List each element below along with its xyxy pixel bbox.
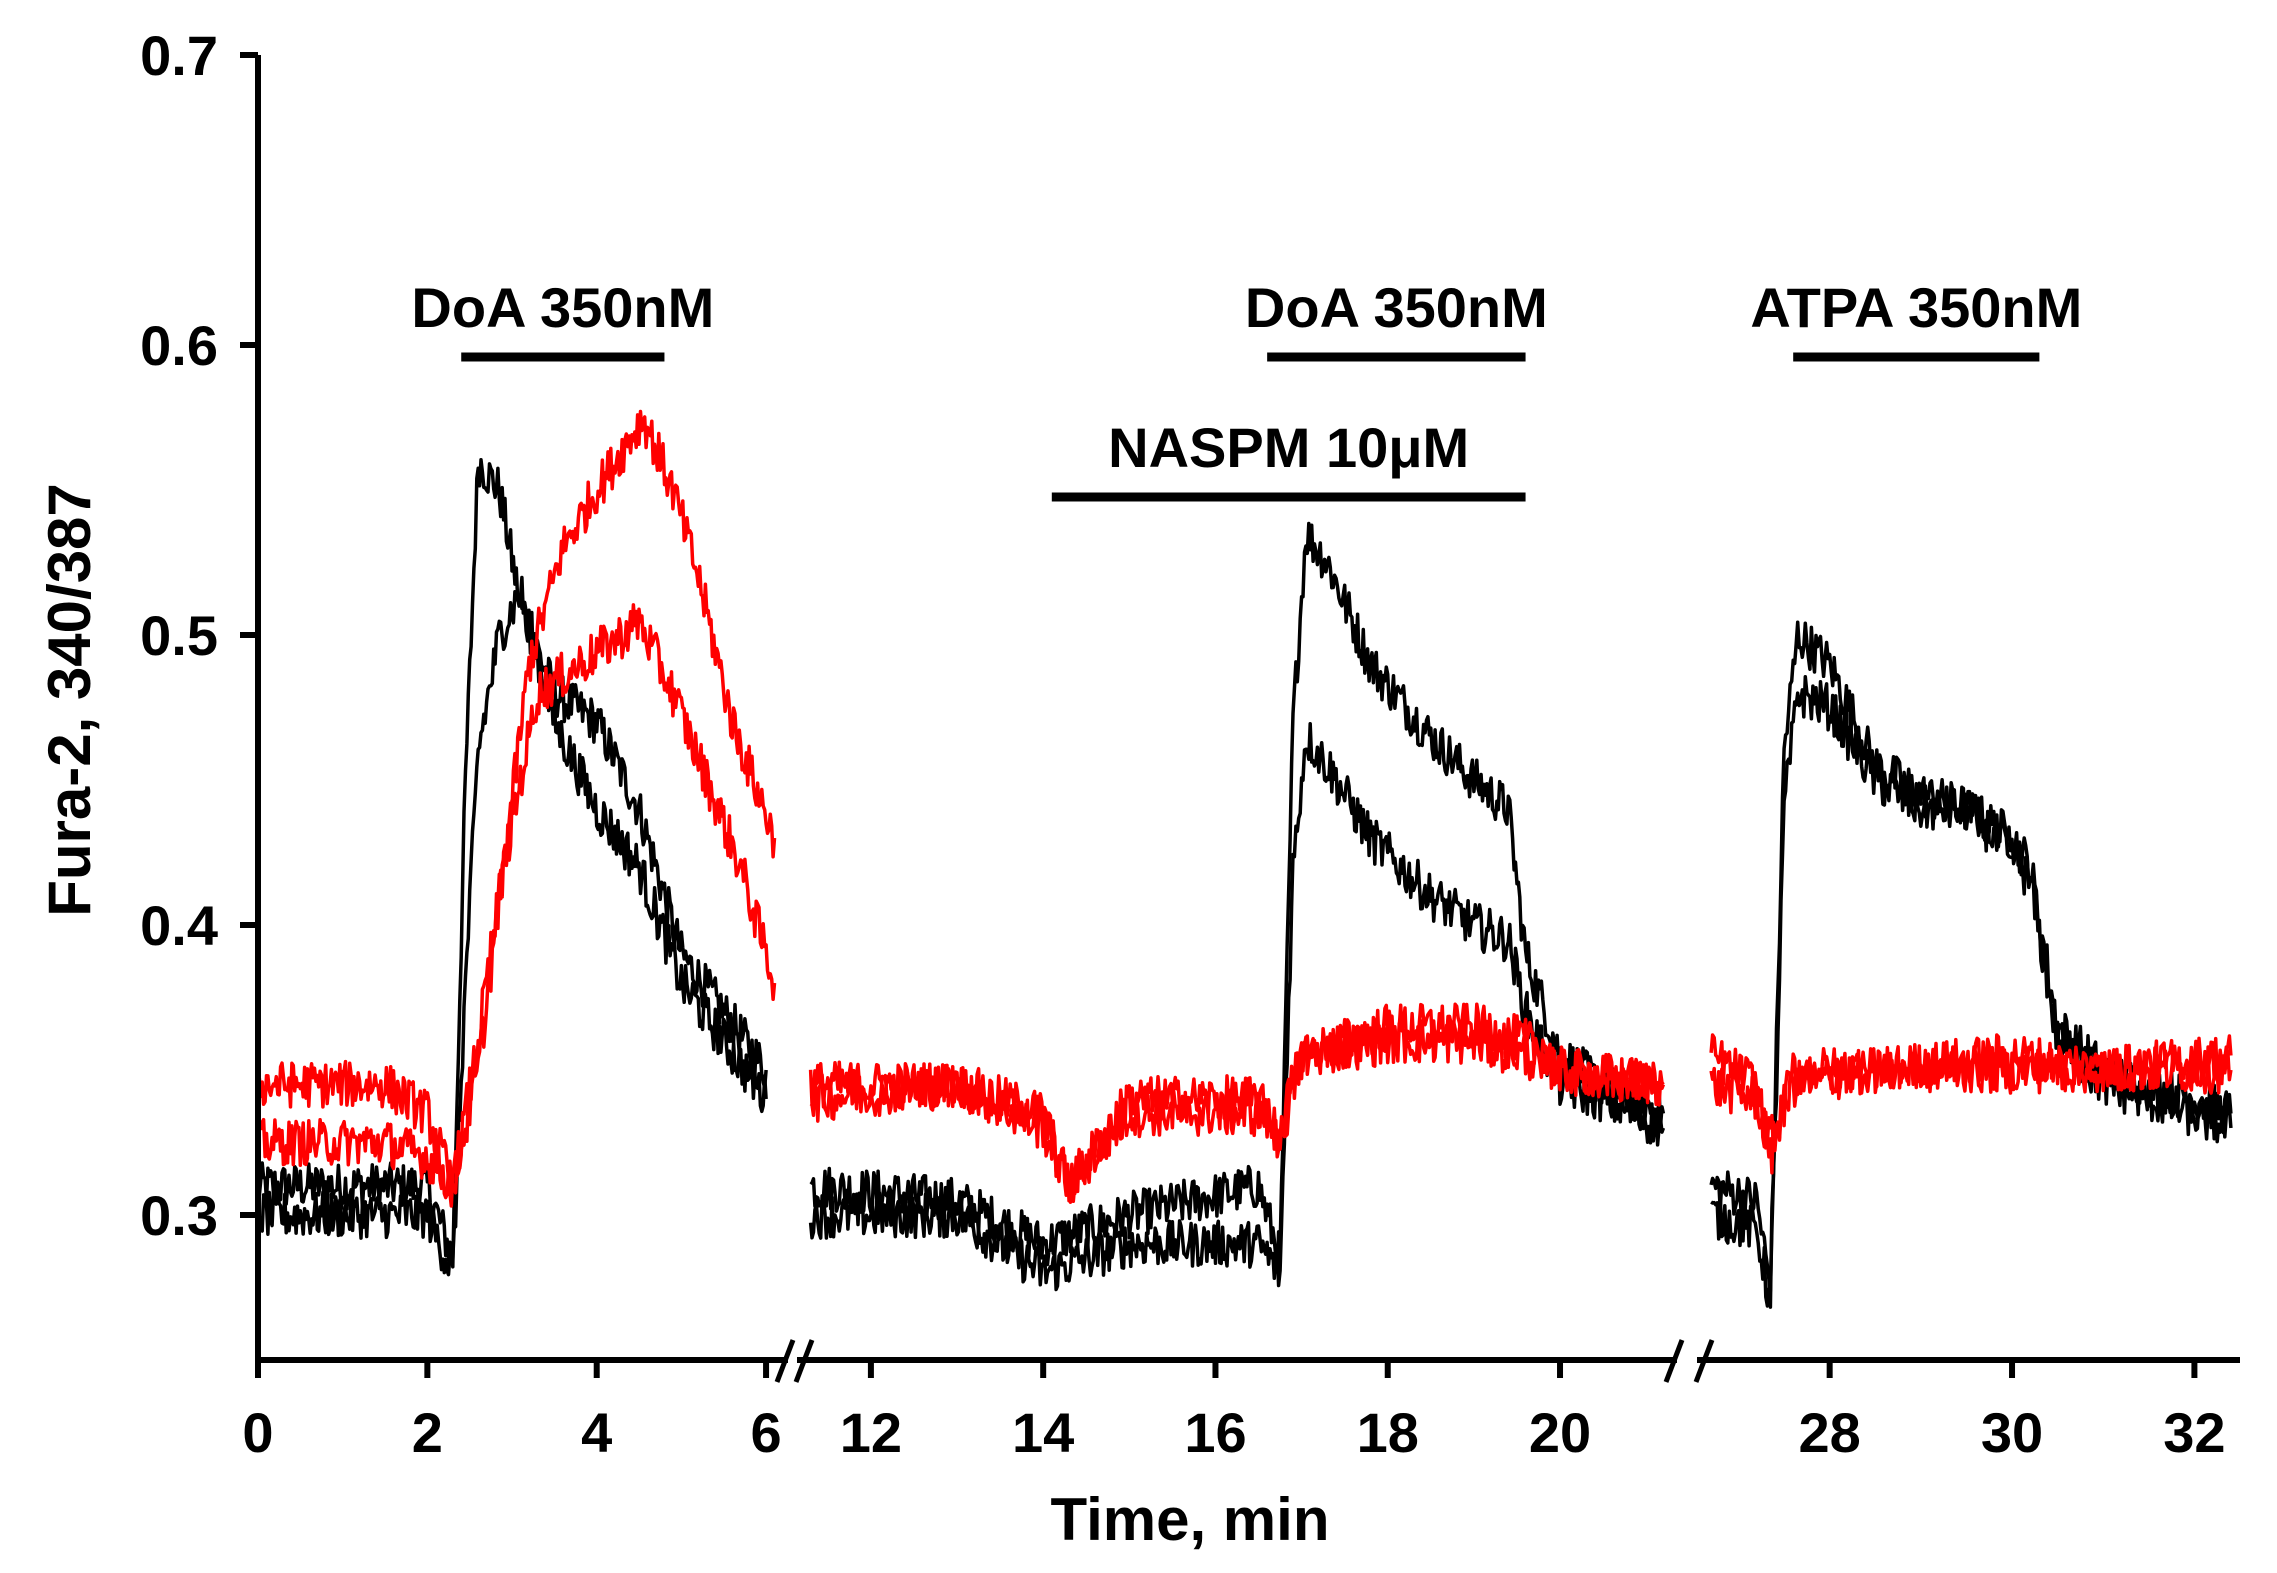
y-tick-label: 0.5 [140, 604, 218, 667]
trace-line [256, 575, 768, 1277]
trace-line [808, 1002, 1666, 1203]
annotation-label: DoA 350nM [411, 276, 714, 339]
break-slash [793, 1339, 815, 1383]
x-tick-label: 2 [412, 1401, 443, 1464]
x-tick-label: 4 [581, 1401, 612, 1464]
series-trace [256, 603, 2233, 1208]
y-tick-label: 0.4 [140, 894, 218, 957]
annotation-label: ATPA 350nM [1750, 276, 2082, 339]
axis-break [774, 1339, 815, 1383]
trace-line [1709, 620, 2233, 1309]
x-tick-label: 20 [1529, 1401, 1591, 1464]
axis-breaks [774, 1339, 1715, 1383]
x-tick-label: 6 [750, 1401, 781, 1464]
x-tick-label: 32 [2163, 1401, 2225, 1464]
trace-line [1710, 674, 2233, 1308]
annotations: DoA 350nM NASPM 10μM DoA 350nM ATPA 350nM [411, 276, 2082, 502]
break-slash [1663, 1339, 1685, 1383]
y-ticks: 0.3 0.4 0.5 0.6 0.7 [140, 24, 258, 1247]
x-tick-label: 30 [1981, 1401, 2043, 1464]
series-trace [256, 458, 2233, 1309]
trace-line [256, 458, 768, 1269]
x-tick-label: 28 [1799, 1401, 1861, 1464]
trace-line [809, 521, 1666, 1273]
y-tick-label: 0.3 [140, 1184, 218, 1247]
x-tick-label: 14 [1012, 1401, 1074, 1464]
annotation-label: DoA 350nM [1245, 276, 1548, 339]
trace-line [808, 721, 1666, 1292]
traces-layer [256, 409, 2233, 1309]
annotation-label: NASPM 10μM [1108, 416, 1469, 479]
x-ticks: 0 2 4 6 12 14 16 18 20 28 30 32 [242, 1360, 2226, 1464]
x-tick-label: 12 [840, 1401, 902, 1464]
x-axis-title: Time, min [1051, 1486, 1330, 1553]
x-tick-label: 16 [1184, 1401, 1246, 1464]
y-tick-label: 0.6 [140, 314, 218, 377]
trace-line [1709, 1033, 2233, 1175]
y-tick-label: 0.7 [140, 24, 218, 87]
x-tick-label: 18 [1357, 1401, 1419, 1464]
trace-line [256, 603, 777, 1208]
trace-line [256, 409, 777, 1195]
x-tick-label: 0 [242, 1401, 273, 1464]
y-axis-title: Fura-2, 340/387 [36, 483, 103, 917]
axes-layer [255, 55, 2240, 1363]
axis-break [1663, 1339, 1715, 1383]
trace-line [809, 1017, 1665, 1204]
break-slash [774, 1339, 796, 1383]
break-slash [1693, 1339, 1715, 1383]
series-trace [256, 575, 2233, 1308]
